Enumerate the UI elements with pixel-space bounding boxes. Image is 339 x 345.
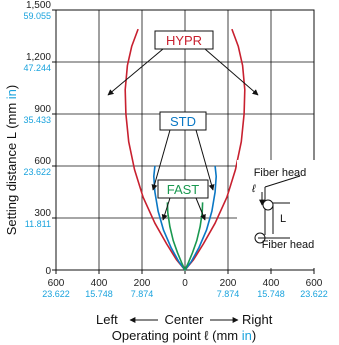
y-tick-label-in: 47.244: [23, 63, 51, 73]
direction-center: Center: [164, 312, 204, 327]
std-arrow-left: [151, 129, 171, 191]
diagram-l-small: ℓ: [251, 183, 256, 195]
y-tick-label-in: 35.433: [23, 115, 51, 125]
std-arrow-right: [195, 129, 215, 191]
x-tick-label-mm: 200: [220, 278, 237, 289]
upper-fiber-icon: [262, 199, 274, 211]
x-tick-label-mm: 400: [263, 278, 280, 289]
y-tick-label-in: 11.811: [25, 219, 51, 229]
std-label: STD: [170, 114, 196, 129]
hypr-tag: HYPR: [154, 30, 214, 50]
y-tick-label-mm: 600: [34, 156, 51, 167]
curves: [124, 28, 246, 271]
y-tick-label-mm: 300: [34, 208, 51, 219]
y-axis-title: Setting distance L (mm in): [4, 85, 19, 236]
axis-title-main: Operating point ℓ (mm: [112, 328, 242, 343]
direction-labels: Left Center Right: [96, 312, 273, 327]
y-tick-label-mm: 1,500: [26, 0, 51, 11]
y-tick-label-mm: 0: [45, 266, 51, 277]
x-tick-label-in: 15.748: [85, 289, 113, 299]
hypr-arrow-right: [204, 48, 259, 96]
x-tick-label-mm: 600: [48, 278, 65, 289]
diagram-fiber-head-top-line1: Fiber head: [254, 167, 307, 179]
fast-curve: [166, 202, 204, 271]
fiber-head-diagram: Fiber head ℓ L Fiber head: [237, 160, 321, 268]
direction-left: Left: [96, 312, 118, 327]
x-tick-label-mm: 0: [182, 278, 188, 289]
axis-title-main: Setting distance L (mm: [4, 99, 19, 235]
axis-title-unit-in: in: [4, 89, 19, 99]
y-axis-title-group: Setting distance L (mm in): [4, 85, 19, 236]
x-tick-label-in: 15.748: [257, 289, 285, 299]
x-tick-label-in: 23.622: [42, 289, 70, 299]
axis-title-unit-in: in: [242, 328, 252, 343]
y-tick-label-in: 23.622: [23, 167, 51, 177]
axis-title-close: ): [252, 328, 256, 343]
fast-arrow-right: [195, 197, 206, 221]
y-tick-label-mm: 1,200: [26, 52, 51, 63]
direction-right: Right: [242, 312, 273, 327]
y-tick-label-in: 59.055: [23, 11, 51, 21]
x-tick-label-in: 23.622: [300, 289, 328, 299]
x-tick-label-mm: 200: [134, 278, 151, 289]
hypr-arrow-left: [107, 48, 164, 96]
x-tick-label-mm: 600: [306, 278, 323, 289]
x-tick-label-mm: 400: [91, 278, 108, 289]
axis-title-close: ): [4, 85, 19, 89]
diagram-L: L: [280, 213, 286, 225]
y-tick-label-mm: 900: [34, 104, 51, 115]
x-tick-label-in: 7.874: [131, 289, 154, 299]
leader-arrows: [107, 48, 259, 221]
fast-label: FAST: [167, 182, 200, 197]
hypr-label: HYPR: [166, 33, 202, 48]
x-tick-label-in: 7.874: [217, 289, 240, 299]
std-tag: STD: [159, 111, 207, 131]
diagram-fiber-head-bottom: Fiber head: [262, 239, 315, 251]
x-axis-title: Operating point ℓ (mm in): [112, 328, 256, 343]
fast-arrow-left: [161, 197, 171, 221]
fast-tag: FAST: [157, 179, 209, 199]
